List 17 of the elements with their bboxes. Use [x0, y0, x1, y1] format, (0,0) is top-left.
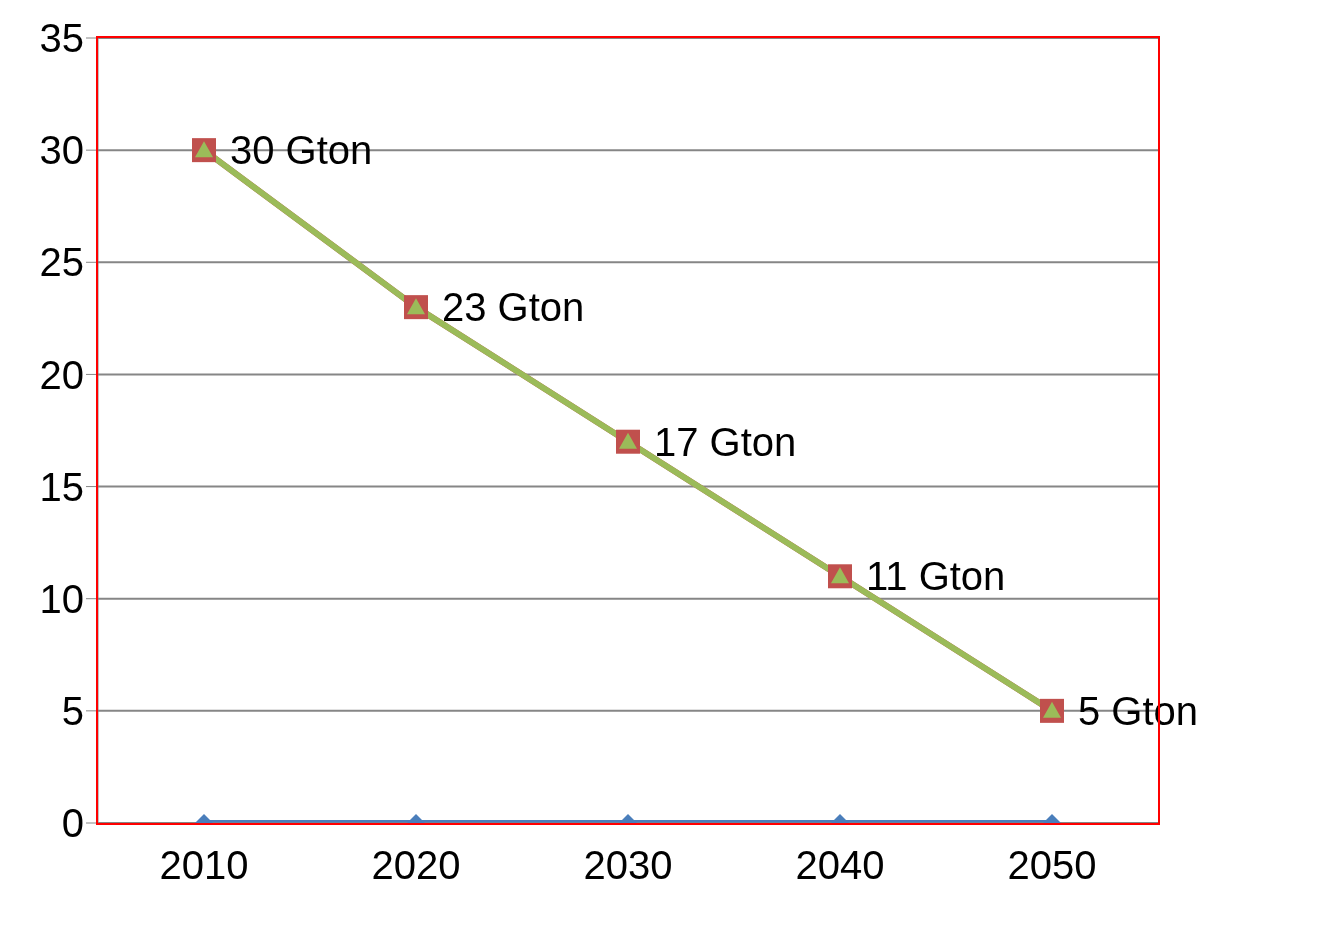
data-label: 23 Gton	[442, 285, 585, 330]
y-tick-label: 10	[39, 576, 84, 621]
x-tick-label: 2030	[583, 843, 673, 888]
x-tick-label: 2020	[371, 843, 461, 888]
data-label: 11 Gton	[866, 554, 1006, 599]
x-tick-label: 2040	[795, 843, 885, 888]
data-label: 30 Gton	[230, 128, 373, 173]
y-tick-label: 5	[61, 689, 84, 734]
x-tick-label: 2050	[1007, 843, 1097, 888]
data-label: 17 Gton	[654, 419, 797, 464]
x-tick-label: 2010	[159, 843, 249, 888]
y-tick-label: 35	[39, 16, 84, 61]
y-tick-label: 25	[39, 240, 84, 285]
y-tick-label: 0	[61, 801, 84, 846]
y-tick-label: 30	[39, 128, 84, 173]
y-tick-label: 15	[39, 464, 84, 509]
y-tick-label: 20	[39, 352, 84, 397]
